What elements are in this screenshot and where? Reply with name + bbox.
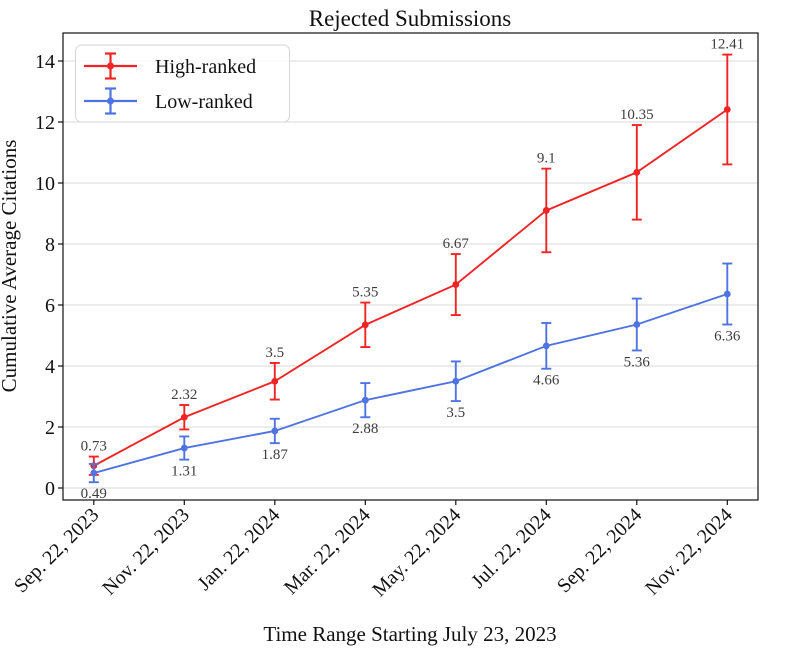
x-tick-label: Nov. 22, 2023 [98, 504, 194, 600]
legend-frame [75, 44, 290, 123]
data-point [90, 469, 98, 477]
legend-marker-high-ranked [84, 52, 137, 80]
series-line-0 [93, 108, 728, 467]
x-tick-label: Mar. 22, 2024 [280, 504, 375, 599]
chart-title: Rejected Submissions [309, 6, 512, 31]
data-point [542, 342, 550, 350]
data-point-label: 6.67 [443, 236, 470, 252]
legend-label-low-ranked[interactable]: Low-ranked [155, 91, 253, 113]
x-tick-label: Nov. 22, 2024 [641, 504, 737, 600]
series-line-1 [93, 293, 728, 474]
data-point-label: 3.5 [446, 405, 465, 421]
data-point [452, 281, 460, 288]
y-axis-label: Cumulative Average Citations [0, 140, 21, 393]
data-point [633, 168, 641, 176]
data-point [723, 290, 731, 298]
data-point-label: 2.32 [171, 387, 197, 403]
data-point-label: 9.1 [537, 151, 556, 167]
data-point [633, 321, 641, 328]
x-tick-label: Sep. 22, 2024 [553, 504, 646, 597]
data-point [361, 396, 369, 404]
x-tick-label: Sep. 22, 2023 [10, 504, 103, 597]
y-tick-label: 2 [45, 417, 55, 439]
y-tick-label: 4 [45, 356, 55, 378]
data-point-label: 3.5 [265, 345, 284, 361]
data-point [723, 106, 731, 113]
y-tick-label: 14 [35, 51, 55, 73]
data-point [180, 413, 188, 421]
x-tick-label: Jan. 22, 2024 [193, 504, 284, 595]
data-point-label: 1.31 [171, 464, 197, 480]
data-point [542, 207, 550, 214]
y-tick-label: 6 [45, 295, 55, 317]
data-point-label: 4.66 [533, 373, 560, 389]
legend-label-high-ranked[interactable]: High-ranked [155, 56, 256, 78]
data-point-label: 0.49 [81, 486, 107, 502]
data-point-label: 5.35 [352, 285, 378, 301]
data-point [361, 321, 369, 329]
x-tick-label: Jul. 22, 2024 [467, 504, 556, 593]
x-tick-label: May. 22, 2024 [368, 504, 465, 601]
x-axis-label: Time Range Starting July 23, 2023 [263, 622, 556, 646]
data-point [180, 444, 188, 452]
plot-border [62, 32, 759, 501]
data-point-label: 12.41 [710, 37, 744, 53]
data-point-label: 1.87 [262, 447, 289, 463]
data-point-label: 10.35 [620, 107, 654, 123]
data-point-label: 0.73 [81, 439, 107, 455]
legend-marker-low-ranked [84, 87, 137, 115]
y-tick-label: 10 [35, 173, 55, 195]
data-point [452, 377, 460, 385]
data-point-label: 2.88 [352, 421, 378, 437]
y-tick-label: 8 [45, 234, 55, 256]
y-tick-label: 12 [35, 112, 55, 134]
data-point [271, 427, 279, 435]
y-tick-label: 0 [45, 478, 55, 500]
data-point-label: 6.36 [714, 329, 741, 345]
data-point [271, 377, 279, 385]
legend: High-ranked Low-ranked [75, 44, 290, 123]
data-point-label: 5.36 [624, 354, 651, 370]
